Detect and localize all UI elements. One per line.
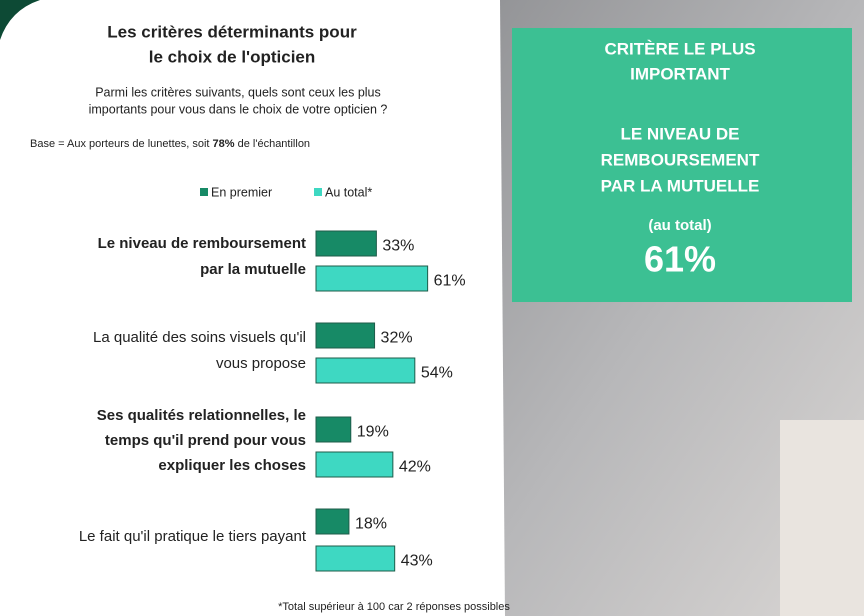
legend-swatch [314, 188, 322, 196]
chart-title: Les critères déterminants pour [107, 22, 357, 41]
highlight-panel [512, 28, 852, 302]
bar [315, 322, 376, 349]
category-label: temps qu'il prend pour vous [105, 432, 306, 449]
bar [315, 545, 396, 572]
value-label: 54% [421, 365, 453, 382]
subtitle: Parmi les critères suivants, quels sont … [95, 85, 381, 99]
value-label: 19% [357, 424, 389, 441]
bar [315, 357, 416, 384]
value-label: 18% [355, 516, 387, 533]
category-label: vous propose [216, 355, 306, 372]
value-label: 33% [382, 238, 414, 255]
subtitle: importants pour vous dans le choix de vo… [89, 102, 388, 116]
panel-criterion: PAR LA MUTUELLE [601, 176, 760, 195]
footnote: *Total supérieur à 100 car 2 réponses po… [278, 601, 510, 613]
category-label: Le fait qu'il pratique le tiers payant [79, 528, 307, 545]
value-label: 42% [399, 459, 431, 476]
panel-value: 61% [644, 239, 716, 280]
panel-criterion: LE NIVEAU DE [620, 124, 739, 143]
category-label: Ses qualités relationnelles, le [97, 407, 306, 424]
bar [315, 508, 350, 535]
category-label: La qualité des soins visuels qu'il [93, 329, 306, 346]
chart-title: le choix de l'opticien [149, 47, 316, 66]
bar [315, 451, 394, 478]
value-label: 61% [434, 273, 466, 290]
value-label: 32% [381, 330, 413, 347]
bar [315, 265, 429, 292]
legend-label: En premier [211, 185, 272, 199]
chart: Les critères déterminants pour le choix d… [30, 22, 760, 612]
base-note-part: 78% [213, 138, 235, 150]
category-label: par la mutuelle [200, 261, 306, 278]
value-label: 43% [401, 553, 433, 570]
panel-heading: CRITÈRE LE PLUS [604, 39, 755, 58]
panel-heading: IMPORTANT [630, 64, 730, 83]
bar [315, 230, 377, 257]
legend-swatch [200, 188, 208, 196]
base-note: Base = Aux porteurs de lunettes, soit 78… [30, 138, 310, 150]
category-label: Le niveau de remboursement [98, 235, 306, 252]
base-note-part: Base = Aux porteurs de lunettes, soit [30, 138, 213, 150]
corner-decoration [0, 0, 40, 40]
category-label: expliquer les choses [158, 457, 306, 474]
panel-note: (au total) [648, 217, 711, 234]
bar [315, 416, 352, 443]
base-note-part: de l'échantillon [235, 138, 311, 150]
panel-criterion: REMBOURSEMENT [601, 150, 760, 169]
legend-label: Au total* [325, 185, 372, 199]
background-photo-detail [780, 420, 864, 616]
